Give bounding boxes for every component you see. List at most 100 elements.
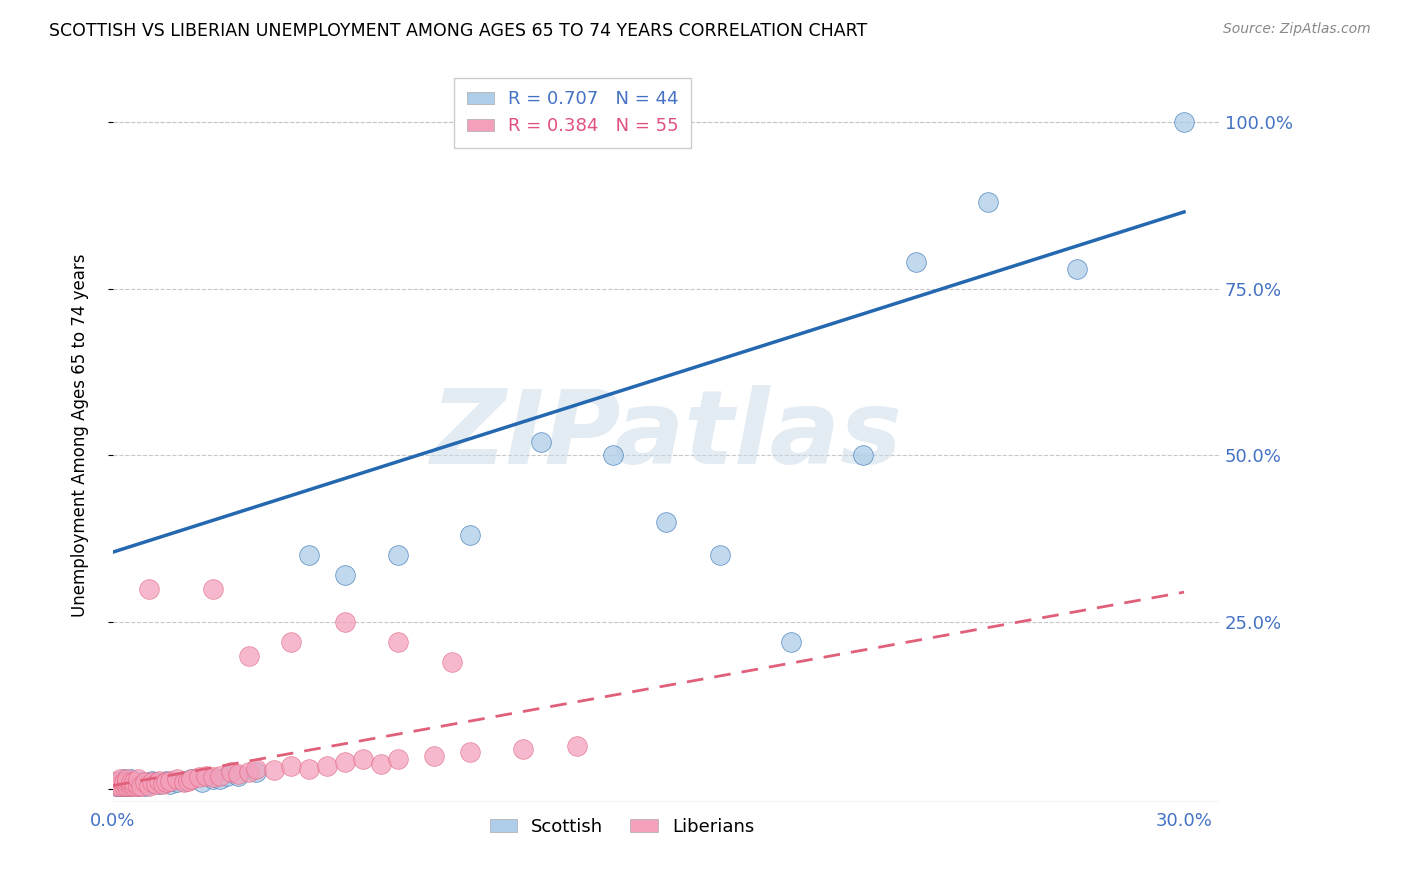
Point [263,764,285,778]
Point [105,775,128,789]
Point [131,775,153,789]
Point [148,776,170,790]
Point [155,773,177,788]
Point [208,772,231,786]
Point [387,635,409,649]
Point [173,773,195,788]
Point [201,772,224,786]
Point [115,775,138,789]
Point [180,772,202,786]
Point [655,515,678,529]
Point [387,752,409,766]
Point [177,773,200,788]
Point [108,772,131,786]
Point [238,765,260,780]
Point [191,775,214,789]
Point [352,752,374,766]
Text: SCOTTISH VS LIBERIAN UNEMPLOYMENT AMONG AGES 65 TO 74 YEARS CORRELATION CHART: SCOTTISH VS LIBERIAN UNEMPLOYMENT AMONG … [49,22,868,40]
Point [201,582,224,596]
Point [166,775,188,789]
Point [180,772,202,786]
Point [1173,115,1195,129]
Point [112,775,135,789]
Point [159,776,181,790]
Point [105,775,128,789]
Point [112,779,135,793]
Point [530,435,553,450]
Y-axis label: Unemployment Among Ages 65 to 74 years: Unemployment Among Ages 65 to 74 years [72,253,89,617]
Legend: Scottish, Liberians: Scottish, Liberians [481,808,763,845]
Point [115,772,138,786]
Point [124,775,146,789]
Point [115,779,138,793]
Point [976,194,998,209]
Point [298,549,321,563]
Point [280,758,302,772]
Point [127,772,149,786]
Point [138,776,160,790]
Point [120,775,142,789]
Point [226,768,249,782]
Point [852,449,875,463]
Point [159,773,181,788]
Point [217,768,239,782]
Point [108,779,131,793]
Point [138,582,160,596]
Point [173,775,195,789]
Point [1066,261,1088,276]
Point [238,648,260,663]
Point [602,449,624,463]
Point [208,768,231,782]
Point [127,779,149,793]
Point [458,528,481,542]
Point [127,779,149,793]
Point [148,773,170,788]
Point [512,742,534,756]
Text: ZIPatlas: ZIPatlas [430,384,903,486]
Point [226,767,249,781]
Point [120,779,142,793]
Point [298,762,321,776]
Point [105,779,128,793]
Point [112,772,135,786]
Point [194,768,217,782]
Point [112,779,135,793]
Point [115,779,138,793]
Point [219,765,242,780]
Point [134,775,156,789]
Point [245,762,267,776]
Point [112,775,135,789]
Point [458,745,481,759]
Point [131,779,153,793]
Point [441,655,464,669]
Point [187,770,209,784]
Point [108,779,131,793]
Point [333,756,356,770]
Point [138,779,160,793]
Point [120,779,142,793]
Point [124,779,146,793]
Point [387,549,409,563]
Point [245,765,267,780]
Point [124,776,146,790]
Point [155,775,177,789]
Point [423,748,446,763]
Point [316,758,339,772]
Point [145,776,167,790]
Point [120,772,142,786]
Point [141,775,163,789]
Point [166,772,188,786]
Point [115,775,138,789]
Point [105,779,128,793]
Point [905,255,928,269]
Point [709,549,731,563]
Point [280,635,302,649]
Text: Source: ZipAtlas.com: Source: ZipAtlas.com [1223,22,1371,37]
Point [145,775,167,789]
Point [134,779,156,793]
Point [141,773,163,788]
Point [152,776,174,790]
Point [565,739,588,753]
Point [108,775,131,789]
Point [780,635,803,649]
